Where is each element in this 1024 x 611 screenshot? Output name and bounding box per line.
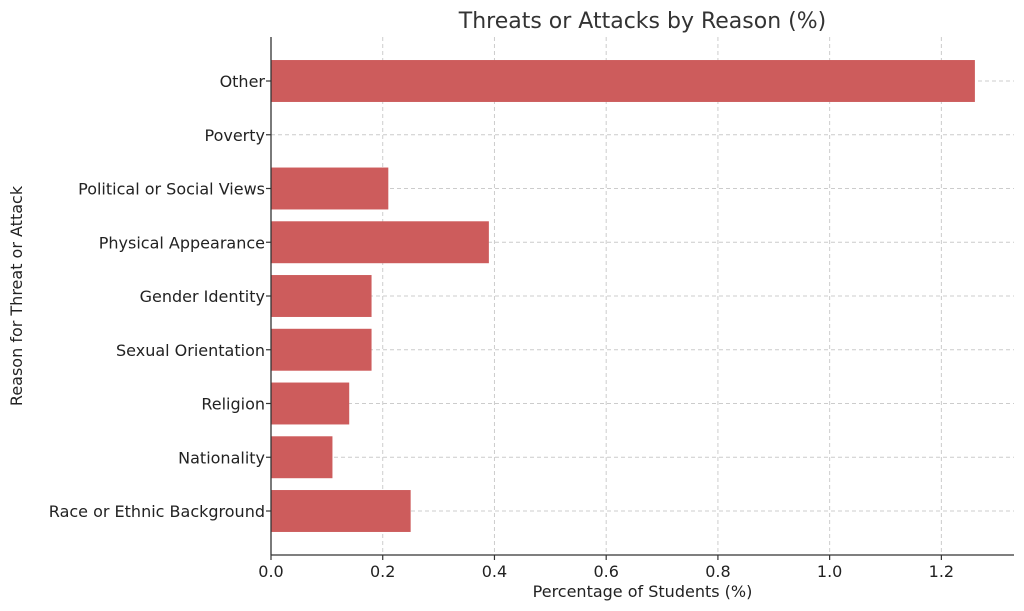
y-tick-label: Nationality <box>178 448 265 467</box>
bars <box>271 60 975 532</box>
x-tick-label: 0.4 <box>482 562 507 581</box>
bar-other <box>271 60 975 102</box>
y-tick-label: Sexual Orientation <box>116 341 265 360</box>
bar-sexual-orientation <box>271 328 372 371</box>
x-tick-label: 1.0 <box>817 562 842 581</box>
x-tick-label: 1.2 <box>929 562 954 581</box>
chart-title: Threats or Attacks by Reason (%) <box>458 9 826 34</box>
y-tick-label: Physical Appearance <box>99 233 265 252</box>
y-axis-title: Reason for Threat or Attack <box>7 185 26 406</box>
y-tick-label: Religion <box>201 395 265 414</box>
bar-physical-appearance <box>271 221 489 264</box>
bar-political-or-social-views <box>271 167 389 210</box>
tick-labels: 0.0 0.2 0.4 0.6 0.8 1.0 1.2 Race or Ethnic Back… <box>49 72 954 581</box>
bar-religion <box>271 382 350 425</box>
y-tick-label: Political or Social Views <box>78 180 265 199</box>
bar-nationality <box>271 436 333 479</box>
bar-gender-identity <box>271 275 372 317</box>
grid <box>271 37 1014 555</box>
x-tick-label: 0.2 <box>370 562 395 581</box>
y-tick-label: Poverty <box>205 126 266 145</box>
y-tick-label: Race or Ethnic Background <box>49 502 265 521</box>
axes <box>266 37 1014 560</box>
y-tick-label: Other <box>220 72 266 91</box>
x-tick-label: 0.6 <box>593 562 618 581</box>
bar-race-or-ethnic-background <box>271 490 411 532</box>
y-tick-label: Gender Identity <box>140 287 265 306</box>
x-tick-label: 0.8 <box>705 562 730 581</box>
x-axis-title: Percentage of Students (%) <box>533 582 753 601</box>
x-tick-label: 0.0 <box>258 562 283 581</box>
